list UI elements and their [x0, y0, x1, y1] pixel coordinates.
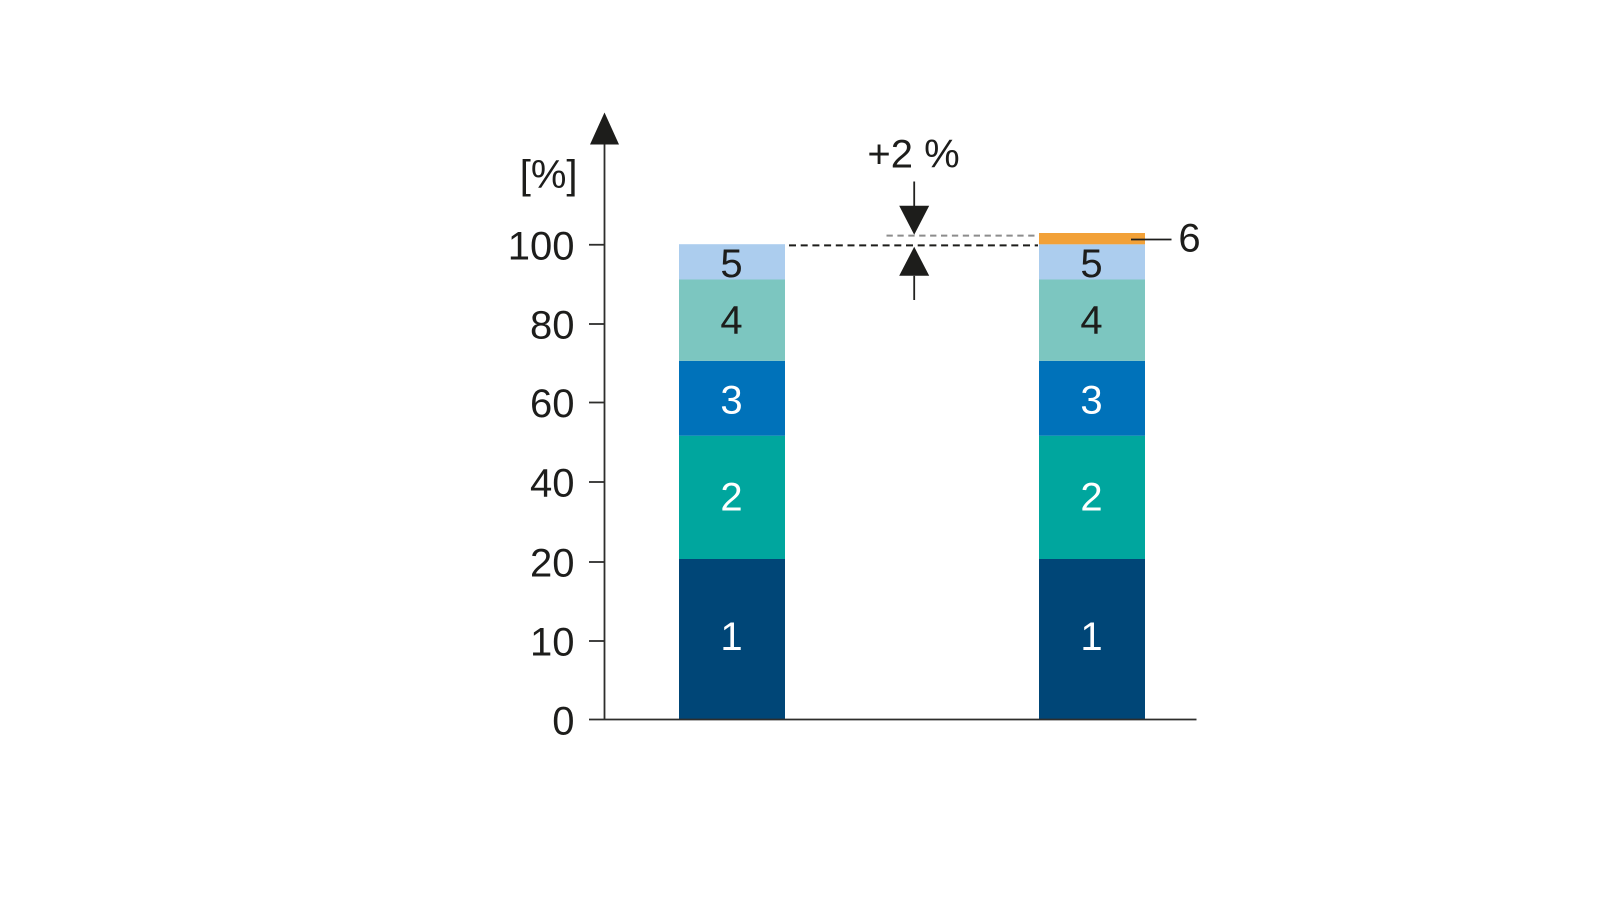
svg-text:5: 5 — [1080, 242, 1102, 286]
svg-text:10: 10 — [530, 621, 575, 665]
svg-text:[%]: [%] — [520, 153, 578, 197]
svg-text:3: 3 — [1080, 378, 1102, 422]
svg-text:4: 4 — [1080, 298, 1102, 342]
svg-text:3: 3 — [720, 378, 742, 422]
svg-text:80: 80 — [530, 304, 575, 348]
svg-text:+2 %: +2 % — [867, 133, 959, 177]
svg-text:4: 4 — [720, 298, 742, 342]
svg-text:6: 6 — [1178, 217, 1200, 261]
svg-text:60: 60 — [530, 382, 575, 426]
svg-text:2: 2 — [1080, 476, 1102, 520]
svg-text:0: 0 — [552, 699, 574, 743]
svg-text:1: 1 — [1080, 615, 1102, 659]
svg-text:100: 100 — [508, 224, 575, 268]
svg-text:20: 20 — [530, 542, 575, 586]
svg-text:2: 2 — [720, 476, 742, 520]
svg-text:1: 1 — [720, 615, 742, 659]
svg-text:40: 40 — [530, 462, 575, 506]
svg-text:5: 5 — [720, 242, 742, 286]
